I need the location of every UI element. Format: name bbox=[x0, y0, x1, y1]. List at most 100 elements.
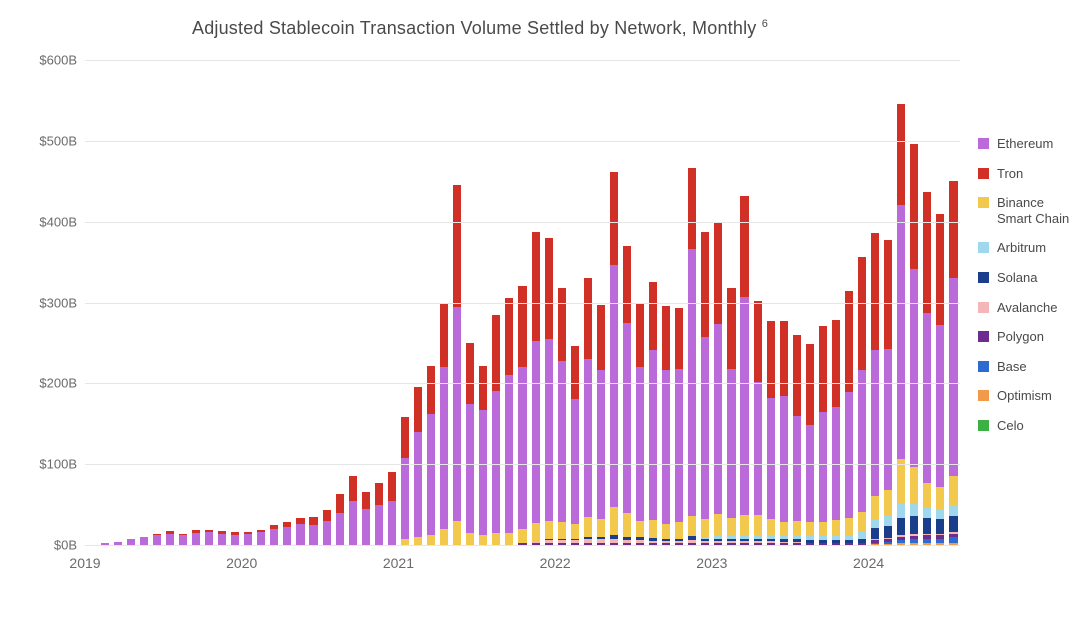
bar-segment-ethereum bbox=[662, 370, 670, 524]
bar-segment-arbitrum bbox=[936, 509, 944, 519]
bar-segment-solana bbox=[949, 516, 957, 532]
bar-column bbox=[179, 534, 187, 545]
bar-column bbox=[388, 472, 396, 545]
bar-column bbox=[453, 185, 461, 545]
bar-segment-tron bbox=[505, 298, 513, 375]
bar-segment-bsc bbox=[545, 521, 553, 539]
bar-segment-tron bbox=[819, 326, 827, 412]
gridline bbox=[85, 545, 960, 546]
bar-column bbox=[323, 510, 331, 545]
bar-segment-tron bbox=[453, 185, 461, 306]
bar-segment-tron bbox=[479, 366, 487, 410]
bar-segment-ethereum bbox=[153, 535, 161, 545]
gridline bbox=[85, 464, 960, 465]
bar-segment-ethereum bbox=[767, 398, 775, 519]
bar-segment-bsc bbox=[636, 521, 644, 537]
bar-segment-ethereum bbox=[571, 399, 579, 524]
legend-swatch bbox=[978, 390, 989, 401]
legend-label: Solana bbox=[997, 270, 1073, 286]
bar-segment-bsc bbox=[767, 519, 775, 535]
bar-segment-tron bbox=[754, 301, 762, 382]
bar-segment-bsc bbox=[623, 513, 631, 537]
bar-segment-ethereum bbox=[296, 524, 304, 545]
bar-segment-bsc bbox=[427, 535, 435, 545]
gridline bbox=[85, 222, 960, 223]
bar-segment-tron bbox=[375, 483, 383, 505]
bar-segment-ethereum bbox=[192, 533, 200, 545]
bar-segment-bsc bbox=[440, 529, 448, 545]
legend-item-optimism: Optimism bbox=[978, 388, 1073, 404]
bar-column bbox=[558, 288, 566, 545]
bar-segment-ethereum bbox=[218, 534, 226, 545]
bar-segment-tron bbox=[492, 315, 500, 392]
bar-segment-tron bbox=[832, 320, 840, 407]
bar-segment-tron bbox=[349, 476, 357, 500]
bar-segment-ethereum bbox=[558, 361, 566, 523]
bar-segment-bsc bbox=[754, 515, 762, 535]
bar-segment-ethereum bbox=[362, 509, 370, 545]
bar-segment-bsc bbox=[819, 522, 827, 537]
bar-segment-ethereum bbox=[492, 391, 500, 532]
bar-column bbox=[414, 387, 422, 545]
bar-segment-tron bbox=[884, 240, 892, 349]
bar-segment-ethereum bbox=[806, 425, 814, 522]
bar-segment-tron bbox=[662, 306, 670, 371]
bar-column bbox=[623, 246, 631, 545]
bar-column bbox=[727, 288, 735, 545]
bar-segment-bsc bbox=[832, 520, 840, 536]
bar-segment-ethereum bbox=[897, 205, 905, 460]
bar-segment-bsc bbox=[571, 524, 579, 539]
bar-column bbox=[936, 214, 944, 545]
bar-column bbox=[819, 326, 827, 545]
bar-segment-bsc bbox=[727, 518, 735, 536]
bar-segment-tron bbox=[767, 321, 775, 398]
bar-segment-tron bbox=[518, 286, 526, 367]
bar-column bbox=[140, 537, 148, 545]
x-axis-label: 2021 bbox=[383, 555, 414, 571]
y-axis-label: $0B bbox=[54, 538, 77, 553]
bar-segment-bsc bbox=[479, 535, 487, 545]
bar-segment-bsc bbox=[649, 520, 657, 538]
bar-column bbox=[192, 530, 200, 545]
bar-segment-ethereum bbox=[636, 367, 644, 521]
bar-segment-tron bbox=[440, 303, 448, 368]
bar-column bbox=[466, 343, 474, 545]
bar-segment-ethereum bbox=[414, 432, 422, 537]
bar-segment-solana bbox=[871, 528, 879, 539]
bar-segment-tron bbox=[401, 417, 409, 457]
bar-column bbox=[309, 517, 317, 545]
bar-column bbox=[205, 530, 213, 545]
bar-segment-ethereum bbox=[923, 313, 931, 483]
y-axis-label: $300B bbox=[39, 295, 77, 310]
bar-segment-bsc bbox=[532, 523, 540, 541]
bar-segment-tron bbox=[858, 257, 866, 370]
bar-segment-ethereum bbox=[714, 324, 722, 514]
bar-column bbox=[701, 232, 709, 545]
bar-segment-bsc bbox=[806, 522, 814, 537]
bar-segment-tron bbox=[545, 238, 553, 339]
bar-segment-tron bbox=[323, 510, 331, 521]
bar-column bbox=[793, 335, 801, 545]
bar-segment-bsc bbox=[610, 507, 618, 535]
bar-segment-tron bbox=[793, 335, 801, 416]
legend-label: Binance Smart Chain bbox=[997, 195, 1073, 226]
bar-column bbox=[505, 298, 513, 545]
bar-column bbox=[675, 308, 683, 545]
bar-segment-arbitrum bbox=[949, 505, 957, 516]
legend-item-ethereum: Ethereum bbox=[978, 136, 1073, 152]
bar-segment-tron bbox=[466, 343, 474, 404]
bar-column bbox=[897, 104, 905, 545]
legend: EthereumTronBinance Smart ChainArbitrumS… bbox=[978, 136, 1073, 448]
bar-segment-ethereum bbox=[427, 414, 435, 535]
bar-segment-bsc bbox=[793, 521, 801, 536]
bar-segment-bsc bbox=[701, 519, 709, 537]
bar-column bbox=[688, 168, 696, 545]
bar-column bbox=[754, 301, 762, 545]
chart-title-footnote: 6 bbox=[762, 18, 768, 30]
bar-segment-ethereum bbox=[388, 501, 396, 545]
chart-title-text: Adjusted Stablecoin Transaction Volume S… bbox=[192, 18, 757, 38]
legend-item-base: Base bbox=[978, 359, 1073, 375]
bar-segment-tron bbox=[780, 321, 788, 396]
bar-segment-ethereum bbox=[884, 349, 892, 490]
bar-segment-ethereum bbox=[532, 341, 540, 523]
